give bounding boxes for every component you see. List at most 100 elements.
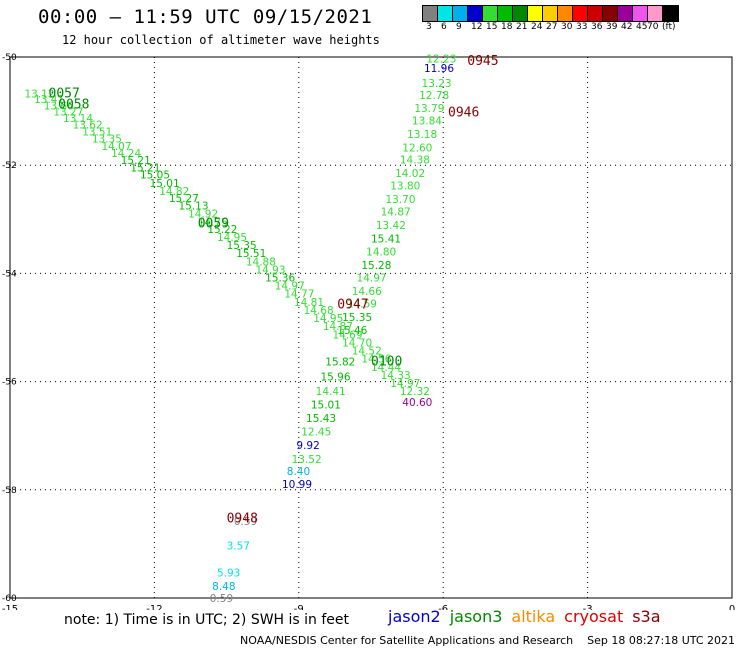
legend-entry-jason2: jason2 <box>388 607 441 626</box>
color-scale-tick-label: 70 <box>647 22 659 32</box>
wave-height-label: 11.96 <box>424 63 454 75</box>
legend-entry-altika: altika <box>511 607 556 626</box>
wave-height-label: 15.36 <box>265 273 295 285</box>
wave-height-label: 14.93 <box>255 264 285 276</box>
wave-height-label: 13.62 <box>73 119 103 131</box>
wave-height-label: 8.40 <box>287 466 310 478</box>
time-label: 0057 <box>49 87 80 102</box>
wave-height-label: 0.59 <box>210 593 233 605</box>
wave-height-label: 15.51 <box>236 248 266 260</box>
wave-height-label: 5.93 <box>217 567 240 579</box>
wave-height-label: 14.97 <box>390 378 420 390</box>
legend-entry-cryosat: cryosat <box>564 607 624 626</box>
color-swatch <box>483 6 498 21</box>
color-swatch <box>423 6 438 21</box>
color-scale-tick-label: 18 <box>501 22 513 32</box>
color-swatch <box>648 6 663 21</box>
color-scale-tick-label: 33 <box>576 22 588 32</box>
color-scale-tick-label: 9 <box>456 22 462 32</box>
wave-height-label: 15.21 <box>121 155 151 167</box>
longitude-tick-label: 0 <box>729 604 735 610</box>
color-swatch <box>468 6 483 21</box>
wave-height-label: 15.21 <box>130 163 160 175</box>
wave-height-label: 13.27 <box>53 106 83 118</box>
wave-height-label: 15.13 <box>178 201 208 213</box>
credit-line: NOAA/NESDIS Center for Satellite Applica… <box>240 634 736 647</box>
color-swatch <box>498 6 513 21</box>
latitude-tick-label: -50 <box>2 53 17 63</box>
wave-height-label: 14.56 <box>361 354 391 366</box>
wave-height-label: 13.80 <box>390 181 420 193</box>
color-swatch <box>618 6 633 21</box>
longitude-tick-label: -9 <box>294 604 304 610</box>
color-scale-tick-label: 30 <box>561 22 573 32</box>
color-swatch <box>453 6 468 21</box>
wave-height-label: 13.79 <box>414 103 444 115</box>
wave-height-label: 15.01 <box>311 400 341 412</box>
time-label: 0947 <box>337 298 368 313</box>
color-scale-tick-label: 27 <box>546 22 558 32</box>
color-scale-tick-label: 3 <box>426 22 432 32</box>
grid-lines <box>9 56 733 599</box>
wave-height-label: 12.23 <box>426 53 456 65</box>
wave-height-label: 14.66 <box>352 286 382 298</box>
wave-height-label: 14.41 <box>316 386 346 398</box>
wave-height-label: 15.82 <box>325 356 355 368</box>
color-scale-tick-label: 45 <box>636 22 648 32</box>
wave-height-label: 15.28 <box>361 260 391 272</box>
color-swatch <box>663 6 678 21</box>
legend-entry-jason3: jason3 <box>449 607 503 626</box>
map-title: 00:00 – 11:59 UTC 09/15/2021 <box>38 6 373 28</box>
wave-height-label: 13.70 <box>385 194 415 206</box>
wave-height-label: 14.95 <box>217 232 247 244</box>
color-swatch <box>438 6 453 21</box>
wave-height-label: 13.14 <box>63 113 93 125</box>
time-label: 0946 <box>448 106 479 121</box>
wave-height-label: 0.59 <box>234 516 257 528</box>
wave-height-label: 14.81 <box>294 297 324 309</box>
longitude-tick-label: -12 <box>146 604 162 610</box>
wave-height-label: 13.41 <box>34 94 64 106</box>
time-label: 0059 <box>198 216 229 231</box>
wave-height-label: 15.05 <box>140 170 170 182</box>
wave-height-label: 14.02 <box>395 168 425 180</box>
color-scale-tick-label: 21 <box>516 22 528 32</box>
wave-height-label: 15.41 <box>371 234 401 246</box>
wave-height-label: 14.38 <box>400 155 430 167</box>
legend-entry-s3a: s3a <box>632 607 661 626</box>
wave-height-label: 14.82 <box>159 186 189 198</box>
plot-frame <box>9 56 733 599</box>
latitude-tick-label: -54 <box>2 269 17 279</box>
wave-height-label: 13.35 <box>92 133 122 145</box>
wave-height-label: 15.43 <box>306 413 336 425</box>
time-label: 0945 <box>467 54 498 69</box>
wave-height-label: 12.78 <box>419 90 449 102</box>
color-scale-tick-label: (ft) <box>662 22 676 32</box>
latitude-tick-label: -60 <box>2 594 17 604</box>
wave-height-label: 13.52 <box>292 454 322 466</box>
color-scale-tick-label: 6 <box>441 22 447 32</box>
wave-height-label: 14.92 <box>188 209 218 221</box>
wave-height-label: 8.48 <box>212 581 235 593</box>
wave-height-label: 15.35 <box>227 240 257 252</box>
axis-labels: -15 -12 -9 -6 -3 0 -50 -52 -54 -56 -58 -60 <box>2 53 735 610</box>
wave-height-label: 13.12 <box>24 89 54 101</box>
color-swatch <box>528 6 543 21</box>
wave-height-label: 13.23 <box>422 78 452 90</box>
wave-height-label: 14.80 <box>366 247 396 259</box>
wave-height-label: 12.45 <box>301 427 331 439</box>
wave-height-label: 14.77 <box>284 289 314 301</box>
wave-height-label: 14.33 <box>381 370 411 382</box>
color-scale-tick-label: 42 <box>621 22 633 32</box>
wave-height-label: 14.07 <box>101 141 131 153</box>
color-scale-bar <box>422 5 679 22</box>
wave-height-label: 10.99 <box>282 479 312 491</box>
wave-height-label: 12.60 <box>402 143 432 155</box>
wave-height-label: 14.69 <box>332 329 362 341</box>
wave-height-label: 14.75 <box>198 217 228 229</box>
wave-height-label: 3.57 <box>227 540 250 552</box>
wave-height-plot: -15 -12 -9 -6 -3 0 -50 -52 -54 -56 -58 -60 12.2311.… <box>2 53 735 610</box>
color-swatch <box>513 6 528 21</box>
units-note: note: 1) Time is in UTC; 2) SWH is in fe… <box>64 612 350 628</box>
